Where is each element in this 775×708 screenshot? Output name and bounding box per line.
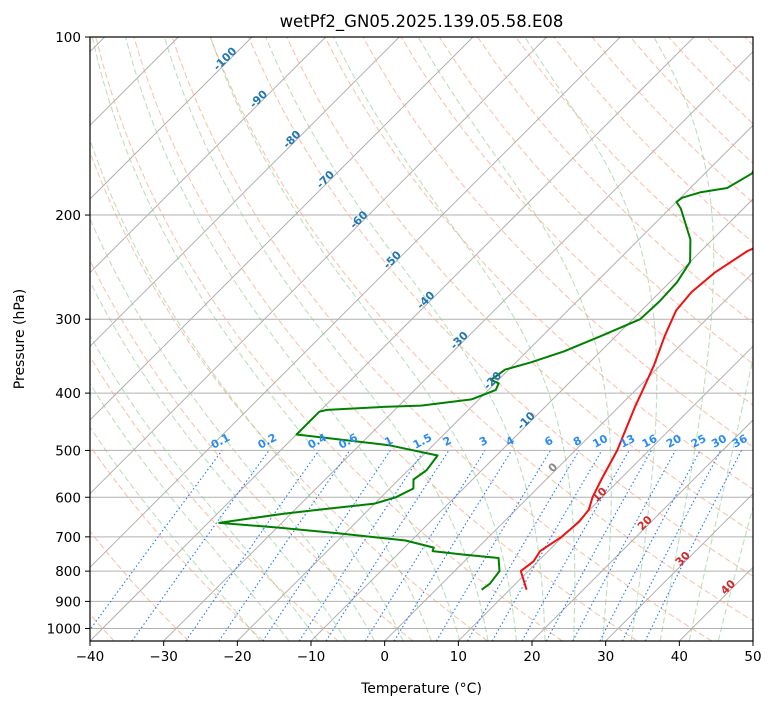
mixing-ratio-line [90,450,223,631]
dry-adiabat-line [95,37,563,641]
y-axis: 100 200 300 400 500 600 700 800 900 1000 [47,30,90,637]
isotherm-line [90,37,253,200]
isotherm-line [90,37,621,569]
isotherm-line [163,50,753,641]
isotherm-line [90,37,474,421]
x-tick-label: 10 [450,649,467,665]
moist-adiabat-line [90,280,347,641]
moist-adiabat-line [417,37,612,641]
x-axis: −40 −30 −20 −10 0 10 20 30 40 50 [76,641,762,665]
mixing-ratio-label: 13 [618,432,638,451]
mixing-ratio-line [393,450,513,641]
isotherm-line [310,198,753,641]
x-tick-label: 30 [597,649,614,665]
dry-adiabat-line [515,37,753,284]
isotherm-line [90,37,400,348]
dry-adiabat-line [400,37,753,406]
dry-adiabat-line [90,150,488,641]
moist-adiabat-line [125,37,461,641]
mixing-ratio-line [325,450,450,641]
plot-border [89,36,754,642]
y-tick-label: 500 [55,443,81,459]
x-tick-label: 0 [380,649,389,665]
dry-adiabat-line [438,37,753,365]
mixing-ratio-label: 16 [640,432,660,451]
mixing-ratio-line [262,450,391,641]
moist-adiabat-line [209,37,518,641]
dry-adiabat-line [286,37,753,534]
mixing-ratio-line [644,450,742,641]
mixing-ratio-label: 10 [590,432,610,451]
y-tick-label: 100 [55,30,81,46]
mixing-ratio-line [218,450,351,641]
moist-adiabat-line [90,217,376,641]
x-tick-label: −40 [76,649,105,665]
y-tick-label: 900 [55,594,81,610]
dry-adiabat-line [90,259,414,641]
grid-lines [90,37,753,641]
y-axis-label: Pressure (hPa) [12,289,28,389]
y-tick-label: 600 [55,490,81,506]
mixing-ratio-label: 36 [730,432,750,451]
mixing-ratio-line [621,450,722,641]
isotherm-line [90,37,695,641]
plot-area [90,37,753,641]
plot-background [90,37,753,641]
temperature-profile-line [519,247,753,590]
y-tick-label: 1000 [47,621,81,637]
chart-title: wetPf2_GN05.2025.139.05.58.E08 [280,12,564,32]
x-tick-label: 20 [523,649,540,665]
plot-frame [89,36,754,642]
isotherm-line [236,124,753,641]
series-group [218,168,753,591]
y-tick-label: 400 [55,386,81,402]
moist-adiabat-line [163,37,489,641]
y-tick-label: 800 [55,564,81,580]
x-tick-label: 50 [744,649,761,665]
dewpoint-profile-line [218,168,753,591]
dry-adiabat-line [90,355,339,641]
isotherm-line [384,271,753,641]
moist-adiabat-line [90,334,319,641]
mixing-ratio-label: 30 [709,432,729,451]
isotherm-line [605,492,753,641]
moist-adiabat-line [90,137,404,641]
dry-adiabat-line [90,444,264,641]
moist-adiabat-line [265,37,546,641]
moist-adiabat-line [524,37,658,641]
mixing-ratio-line [131,450,270,641]
x-tick-label: −10 [297,649,326,665]
moist-adiabat-line [90,382,290,641]
moist-adiabat-line [91,37,432,641]
isotherm-line [90,37,548,495]
mixing-ratio-line [572,450,676,641]
y-tick-label: 200 [55,208,81,224]
isotherm-line [90,37,327,274]
y-tick-label: 700 [55,530,81,546]
mixing-ratio-label: 25 [689,432,709,451]
moist-adiabat-line [333,37,576,641]
mixing-ratio-line [185,450,320,641]
x-tick-label: −20 [223,649,252,665]
mixing-ratio-line [298,450,425,641]
moist-adiabat-line [688,355,753,641]
x-tick-label: 40 [671,649,688,665]
dry-adiabat-line [209,37,753,622]
mixing-ratio-label: 20 [664,432,684,451]
y-tick-label: 300 [55,312,81,328]
isotherm-line [457,345,753,641]
mixing-ratio-line [545,450,652,641]
moist-adiabat-line [653,37,715,641]
dry-adiabat-line [247,37,753,577]
dry-adiabat-line [90,530,190,641]
auxiliary-lines [90,37,753,641]
isotherm-line [752,640,753,641]
x-tick-label: −30 [149,649,178,665]
dry-adiabat-line [171,37,712,641]
mixing-ratio-line [521,450,630,641]
moist-adiabat-line [90,426,261,641]
isotherm-line [531,419,753,641]
x-axis-label: Temperature (°C) [360,681,482,697]
